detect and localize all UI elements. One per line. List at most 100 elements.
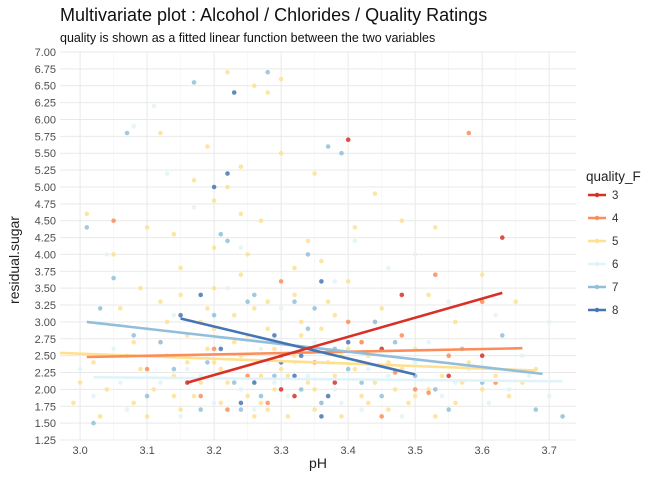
data-point-q6 [191, 204, 197, 210]
data-point-q7 [305, 326, 311, 332]
fit-line-q4 [86, 346, 523, 359]
data-point-q5 [245, 252, 250, 257]
legend-label: 8 [612, 305, 618, 317]
data-point-q7 [158, 339, 163, 345]
data-point-q7 [124, 130, 130, 136]
data-point-q7 [245, 299, 250, 305]
data-point-q4 [426, 390, 431, 396]
y-tick-label: 4.50 [35, 216, 56, 228]
data-point-q5 [252, 83, 257, 88]
data-point-q3 [399, 292, 405, 298]
data-point-q7 [252, 292, 257, 298]
data-point-q5 [97, 414, 103, 419]
data-point-q7 [500, 333, 505, 338]
data-point-q7 [298, 387, 304, 392]
data-point-q4 [225, 407, 230, 412]
data-point-q5 [211, 198, 217, 203]
data-point-q5 [426, 387, 431, 392]
data-point-q6 [178, 414, 183, 419]
x-tick-label: 3.4 [341, 445, 356, 457]
data-point-q7 [446, 407, 452, 412]
data-point-q5 [412, 393, 418, 399]
data-point-q6 [339, 400, 344, 406]
y-tick-label: 3.25 [35, 300, 56, 312]
data-point-q3 [292, 393, 297, 399]
data-point-q5 [71, 400, 76, 406]
data-point-q5 [312, 407, 317, 412]
data-point-q4 [379, 414, 385, 419]
y-tick-label: 5.75 [35, 131, 56, 143]
data-point-q8 [252, 380, 257, 385]
fit-line-q3 [186, 291, 503, 384]
data-point-q7 [225, 238, 230, 244]
data-point-q5 [406, 400, 411, 406]
data-point-q8 [198, 292, 203, 298]
data-point-q6 [305, 373, 311, 379]
data-point-q5 [258, 400, 264, 406]
data-point-q5 [211, 285, 217, 291]
data-point-q5 [191, 177, 197, 183]
data-point-q5 [158, 299, 163, 305]
fit-lines [59, 291, 563, 384]
data-point-q5 [285, 414, 291, 419]
data-point-q5 [178, 292, 183, 298]
data-point-q7 [305, 252, 311, 257]
data-point-q6 [272, 380, 277, 385]
data-point-q5 [265, 299, 271, 305]
data-point-q6 [124, 407, 130, 412]
data-point-q7 [265, 69, 271, 75]
data-point-q5 [298, 319, 304, 325]
data-point-q4 [245, 373, 250, 379]
data-point-q6 [171, 312, 177, 318]
data-point-q5 [479, 272, 485, 278]
data-point-q7 [144, 393, 150, 399]
data-point-q6 [111, 346, 116, 352]
data-point-q5 [231, 339, 237, 345]
data-point-q7 [379, 393, 385, 399]
chart-title: Multivariate plot : Alcohol / Chlorides … [60, 5, 488, 25]
data-point-q5 [272, 387, 277, 392]
data-point-q8 [218, 346, 224, 352]
data-point-q5 [131, 339, 136, 345]
data-point-q5 [493, 373, 498, 379]
data-point-q5 [513, 299, 518, 305]
data-point-q8 [345, 339, 351, 345]
data-point-q5 [205, 346, 210, 352]
data-point-q8 [238, 400, 244, 406]
data-point-q5 [151, 387, 157, 392]
y-tick-label: 1.25 [35, 435, 56, 447]
data-point-q5 [158, 130, 163, 136]
data-point-q5 [84, 211, 90, 217]
data-point-q6 [332, 279, 338, 284]
y-tick-label: 2.75 [35, 334, 56, 346]
legend-swatch-point [594, 261, 600, 267]
legend-label: 3 [612, 190, 618, 202]
data-point-q5 [77, 380, 83, 385]
data-point-q6 [520, 353, 525, 359]
data-point-q6 [285, 393, 291, 399]
data-point-q7 [433, 387, 438, 392]
data-point-q5 [439, 373, 445, 379]
data-point-q3 [500, 235, 505, 240]
data-point-q5 [265, 407, 271, 412]
data-point-q5 [185, 360, 190, 365]
data-point-q7 [372, 319, 378, 325]
data-point-q5 [218, 366, 224, 372]
data-point-q7 [325, 144, 331, 149]
legend-swatch-point [594, 192, 600, 198]
data-point-q6 [104, 252, 110, 257]
legend-swatch-point [594, 215, 600, 221]
legend-label: 7 [612, 282, 618, 294]
data-point-q6 [151, 103, 157, 109]
data-point-q7 [312, 306, 317, 311]
data-point-q7 [218, 231, 224, 237]
chart-subtitle: quality is shown as a fitted linear func… [60, 31, 436, 45]
data-point-q7 [111, 275, 116, 281]
data-point-q5 [144, 414, 150, 419]
data-point-q5 [506, 393, 512, 399]
data-point-q5 [171, 393, 177, 399]
data-point-q5 [426, 292, 431, 298]
data-point-q7 [211, 312, 217, 318]
y-tick-label: 6.25 [35, 98, 56, 110]
